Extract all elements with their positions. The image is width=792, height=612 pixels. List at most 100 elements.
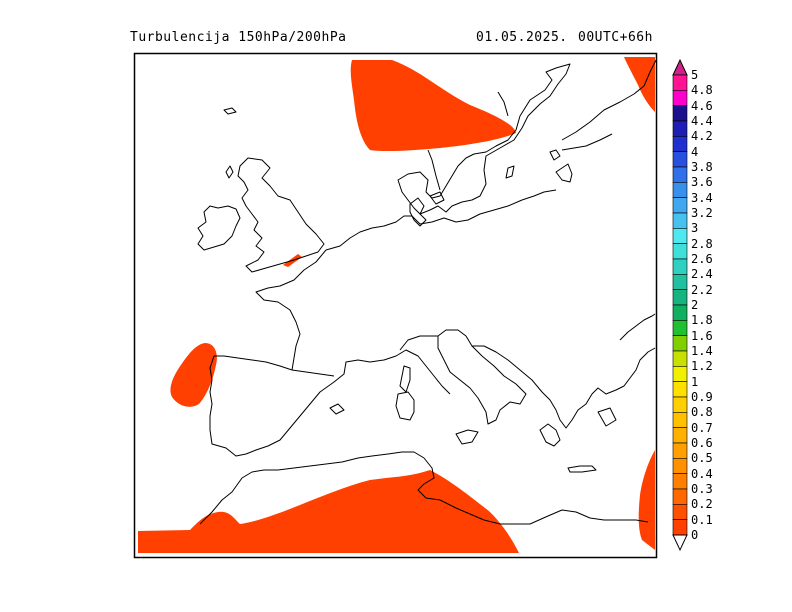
colorbar-label: 4.2 <box>691 129 713 144</box>
colorbar-label: 3.8 <box>691 160 713 174</box>
colorbar-swatch <box>672 304 688 321</box>
turbulence-area-egypt <box>638 450 655 550</box>
forecast-run: 00UTC+66h <box>578 30 653 45</box>
colorbar-swatch <box>672 90 688 106</box>
colorbar-label: 4.6 <box>691 98 713 113</box>
colorbar-swatch <box>672 136 688 152</box>
turbulence-area-northeast <box>624 57 655 112</box>
coastline-continent-north <box>325 189 557 251</box>
colorbar-label: 1 <box>691 374 699 389</box>
colorbar-swatch <box>672 412 688 428</box>
colorbar-label: 2.6 <box>691 252 713 266</box>
turbulence-area-scandinavia <box>350 60 516 152</box>
colorbar-swatch <box>672 274 688 290</box>
colorbar-swatch <box>672 350 688 367</box>
colorbar-label: 2.2 <box>691 282 713 297</box>
colorbar-label: 0.7 <box>691 420 713 435</box>
colorbar-label: 4 <box>691 144 699 159</box>
colorbar-swatch <box>672 504 688 520</box>
coastline-balkans <box>472 345 656 429</box>
coastline-france <box>255 249 327 371</box>
colorbar-swatch <box>672 519 688 536</box>
colorbar-swatch <box>672 120 688 137</box>
colorbar-label: 0.3 <box>691 482 713 496</box>
colorbar-swatch <box>672 427 688 444</box>
colorbar-swatch <box>672 320 688 336</box>
colorbar-label: 0.4 <box>691 466 713 481</box>
coastline-oland <box>549 149 561 161</box>
turbulence-area-biscay <box>170 343 217 407</box>
colorbar-top-arrow <box>672 58 688 76</box>
colorbar-swatch <box>672 335 688 352</box>
colorbar <box>672 58 688 552</box>
colorbar-swatch <box>672 212 688 229</box>
colorbar-swatch <box>672 488 688 505</box>
colorbar-label: 2 <box>691 298 699 312</box>
border-france-spain <box>291 369 335 377</box>
border-norway-sweden <box>427 149 441 191</box>
colorbar-swatch <box>672 182 688 198</box>
colorbar-swatch <box>672 243 688 260</box>
coastline-faroe <box>223 107 237 115</box>
colorbar-label: 0.6 <box>691 436 713 450</box>
colorbar-swatch <box>672 151 688 168</box>
coastline-peloponnese <box>597 407 617 427</box>
colorbar-label: 0.8 <box>691 405 713 420</box>
forecast-date: 01.05.2025. <box>476 30 568 45</box>
colorbar-bottom-arrow <box>672 534 688 552</box>
border-alps <box>399 335 438 351</box>
coastlines <box>197 59 657 525</box>
colorbar-label: 0 <box>691 528 699 542</box>
colorbar-label: 0.2 <box>691 497 713 512</box>
colorbar-label: 4.8 <box>691 83 713 98</box>
coastline-hebrides <box>225 165 234 179</box>
coastline-gotland <box>505 165 515 179</box>
coastline-greece <box>539 423 561 447</box>
coastline-great-britain <box>237 157 325 273</box>
colorbar-swatch <box>672 166 688 183</box>
coastline-iberia <box>209 349 451 457</box>
colorbar-label: 3.4 <box>691 190 713 205</box>
colorbar-swatch <box>672 105 688 122</box>
turbulence-area-north-africa <box>138 470 519 553</box>
coastline-turkey <box>619 313 656 341</box>
coastline-zealand <box>429 191 445 205</box>
colorbar-swatch <box>672 228 688 244</box>
colorbar-swatch <box>672 396 688 413</box>
turbulence-areas <box>138 57 655 553</box>
colorbar-label: 3.2 <box>691 206 713 220</box>
colorbar-label: 3.6 <box>691 175 713 190</box>
coastline-italy <box>437 329 527 425</box>
colorbar-label: 1.8 <box>691 313 713 328</box>
colorbar-label: 0.1 <box>691 512 713 527</box>
colorbar-label: 1.4 <box>691 344 713 358</box>
colorbar-swatch <box>672 458 688 474</box>
coastline-ireland <box>197 205 241 251</box>
colorbar-label: 1.6 <box>691 328 713 343</box>
colorbar-label: 0.9 <box>691 390 713 404</box>
coastline-sicily <box>455 429 479 445</box>
coastline-north-africa <box>199 451 649 525</box>
colorbar-swatch <box>672 197 688 214</box>
coastline-crete <box>567 465 597 473</box>
border-sweden-finland <box>497 91 509 117</box>
coastline-mallorca <box>329 403 345 415</box>
coastline-finland <box>561 59 657 141</box>
colorbar-label: 3 <box>691 221 699 236</box>
colorbar-swatch <box>672 381 688 398</box>
colorbar-swatch <box>672 366 688 382</box>
map-frame <box>133 52 658 559</box>
colorbar-swatch <box>672 289 688 306</box>
colorbar-label: 1.2 <box>691 359 713 374</box>
coastline-corsica <box>399 365 411 393</box>
colorbar-label: 2.4 <box>691 267 713 282</box>
coastline-sardinia <box>395 391 415 421</box>
colorbar-swatch <box>672 258 688 275</box>
coastline-finland-south <box>561 133 613 151</box>
coastline-scandinavia <box>397 63 571 215</box>
map-title: Turbulencija 150hPa/200hPa <box>130 30 347 45</box>
coastline-estonia <box>555 163 573 183</box>
colorbar-label: 5 <box>691 68 699 82</box>
coastline-denmark <box>409 197 427 227</box>
